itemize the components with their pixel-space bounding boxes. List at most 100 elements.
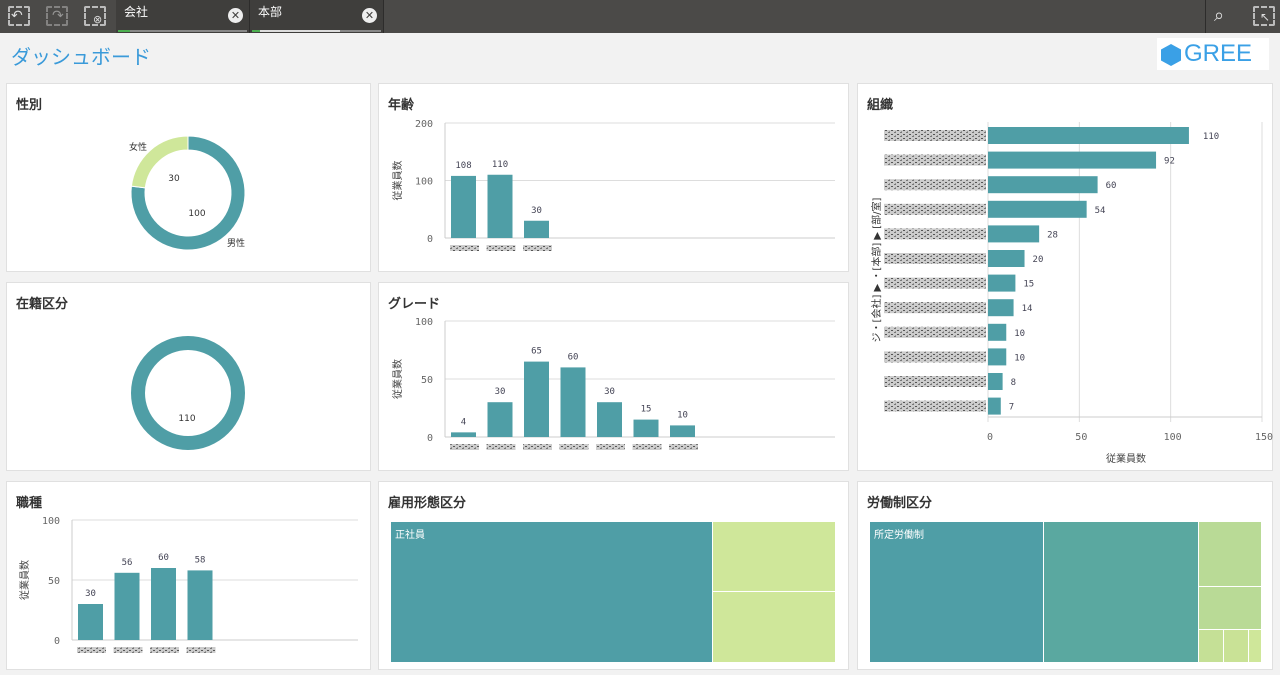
- back-selection-icon[interactable]: ↶: [8, 6, 30, 26]
- donut-slice: [131, 336, 245, 450]
- panel-title: グレード: [388, 297, 441, 312]
- x-tick-label: 0: [987, 432, 993, 443]
- close-icon[interactable]: ✕: [362, 8, 377, 23]
- treemap-cell[interactable]: [1199, 522, 1261, 586]
- panel-title: 職種: [16, 496, 43, 511]
- category-label: [884, 203, 986, 215]
- data-label: 15: [641, 405, 652, 415]
- data-label: 54: [1095, 206, 1106, 216]
- data-label: 10: [1014, 329, 1025, 339]
- data-label: 58: [195, 555, 206, 565]
- filter-bar: [252, 30, 381, 32]
- treemap-cell[interactable]: [1199, 587, 1261, 629]
- category-label: [669, 444, 698, 450]
- treemap-cell[interactable]: [1224, 630, 1248, 662]
- x-tick-label: 100: [1164, 432, 1182, 443]
- y-tick-label: 100: [415, 177, 433, 188]
- treemap-cell[interactable]: [1249, 630, 1261, 662]
- data-label: 30: [85, 589, 96, 599]
- category-label: [113, 647, 143, 653]
- panel-title: 性別: [16, 98, 43, 113]
- slice-label: 男性: [227, 237, 245, 249]
- category-label: [884, 302, 986, 314]
- data-label: 60: [568, 352, 579, 362]
- y-tick-label: 200: [415, 119, 433, 130]
- category-label: [150, 647, 179, 653]
- data-label: 30: [495, 387, 506, 397]
- treemap-label: 正社員: [395, 530, 425, 541]
- data-label: 8: [1011, 378, 1016, 388]
- panel-grade[interactable]: グレード: [378, 282, 849, 471]
- x-tick-label: 150: [1255, 432, 1273, 443]
- clear-selections-icon[interactable]: ⊗: [84, 6, 106, 26]
- y-axis-title: 従業員数: [391, 359, 404, 399]
- category-label: [884, 228, 986, 240]
- treemap-cell[interactable]: [1199, 630, 1223, 662]
- data-label: 110: [1203, 132, 1219, 142]
- treemap-cell[interactable]: [713, 522, 835, 591]
- panel-title: 雇用形態区分: [388, 496, 467, 511]
- y-axis-title: ジ・[会社] ▶ ・[本部] ▶ [部/室]: [870, 197, 883, 342]
- bar: [487, 402, 513, 437]
- bar: [988, 176, 1098, 194]
- category-label: [523, 245, 552, 251]
- category-label: [77, 647, 106, 653]
- panel-title: 組織: [867, 98, 894, 113]
- treemap-label: 所定労働制: [874, 530, 924, 541]
- treemap-cell[interactable]: [1044, 522, 1198, 662]
- bar: [78, 604, 103, 640]
- bar: [633, 419, 659, 437]
- panel-title: 在籍区分: [16, 297, 69, 312]
- category-label: [559, 444, 589, 450]
- category-label: [596, 444, 625, 450]
- bar: [988, 274, 1016, 292]
- panel-title: 労働制区分: [867, 496, 933, 511]
- bar: [114, 572, 140, 640]
- y-axis-title: 従業員数: [18, 560, 31, 600]
- bar: [988, 225, 1040, 243]
- treemap-cell[interactable]: 正社員: [391, 522, 712, 662]
- y-tick-label: 100: [415, 317, 433, 328]
- bar: [560, 367, 586, 437]
- bar: [524, 361, 549, 437]
- bar: [988, 323, 1007, 341]
- category-label: [486, 444, 516, 450]
- forward-selection-icon[interactable]: ↷: [46, 6, 68, 26]
- bar: [988, 250, 1025, 267]
- bar: [988, 299, 1014, 317]
- bar: [451, 432, 476, 437]
- filter-company[interactable]: 会社 ✕: [116, 0, 250, 33]
- data-label: 65: [531, 347, 542, 357]
- filter-label: 会社: [124, 5, 149, 19]
- bar: [988, 397, 1001, 415]
- y-axis-title: 従業員数: [391, 161, 404, 201]
- bar: [988, 348, 1007, 366]
- selection-tool-icon[interactable]: ↖: [1253, 6, 1275, 26]
- data-label: 110: [492, 160, 508, 170]
- y-tick-label: 50: [48, 576, 60, 587]
- treemap-cell[interactable]: 所定労働制: [870, 522, 1043, 662]
- category-label: [884, 253, 986, 264]
- category-label: [486, 245, 516, 251]
- bar: [597, 402, 622, 437]
- bar: [988, 151, 1157, 169]
- filter-bar: [118, 30, 247, 32]
- bar: [988, 200, 1087, 218]
- data-label: 7: [1009, 403, 1014, 413]
- data-label: 4: [461, 417, 466, 427]
- bar: [988, 127, 1189, 144]
- category-label: [884, 130, 986, 141]
- data-label: 10: [1014, 353, 1025, 363]
- search-icon[interactable]: ⌕: [1214, 5, 1225, 26]
- x-tick-label: 50: [1075, 432, 1087, 443]
- y-tick-label: 50: [421, 375, 433, 386]
- category-label: [884, 277, 986, 289]
- filter-division[interactable]: 本部 ✕: [250, 0, 384, 33]
- treemap-cell[interactable]: [713, 592, 835, 662]
- bar: [451, 175, 476, 238]
- panel-title: 年齢: [388, 98, 415, 113]
- close-icon[interactable]: ✕: [228, 8, 243, 23]
- page-title: ダッシュボード: [11, 45, 151, 69]
- bar: [524, 220, 549, 238]
